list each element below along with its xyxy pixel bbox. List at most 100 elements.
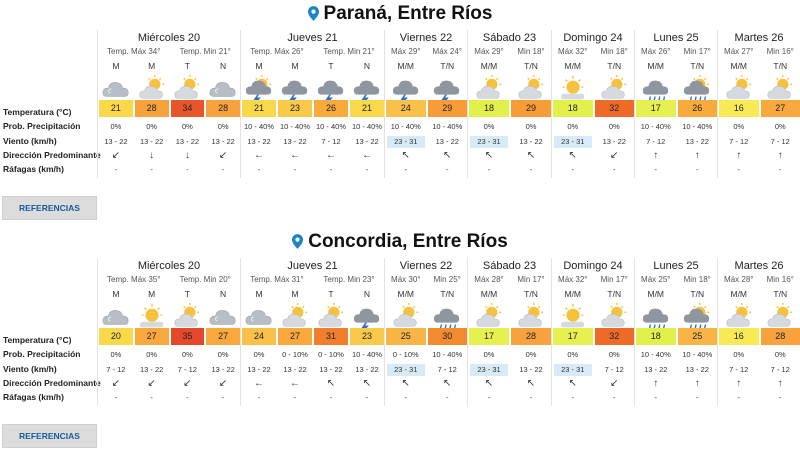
precipitation-cell: 0% [567,122,579,131]
day-column: Lunes 25 Máx 25° Min 18° M/M 18 10 - 40% 13 - … [634,258,717,406]
period-label: T/N [440,61,455,71]
day-column: Jueves 21 Temp. Máx 31° Temp. Min 23° M 24 0%… [240,258,384,406]
precipitation-cell: 0% [146,122,158,131]
precipitation-cell: 0 - 10% [318,350,344,359]
temperature-cell: 27 [760,100,800,117]
cloudy-icon [207,302,239,332]
precipitation-cell: 0% [525,122,537,131]
partly-cloudy-icon [515,74,547,104]
location-name: Concordia, Entre Ríos [308,231,508,252]
period-label: M/M [480,289,498,299]
day-column: Viernes 22 Máx 29° Máx 24° M/M 24 10 - 40% 23 … [384,30,467,178]
day-temp-summary: Máx 28° [474,275,504,284]
period-label: M/M [397,61,415,71]
wind-direction-arrow-icon: ↓ [184,150,190,161]
precipitation-cell: 0% [181,350,193,359]
day-name: Martes 26 [734,260,784,272]
precipitation-cell: 0 - 10% [282,350,308,359]
gust-cell: - [779,165,782,174]
location-section: Concordia, Entre Ríos Temperatura (°C) Pro… [0,228,800,450]
wind-direction-arrow-icon: ↙ [111,378,121,389]
precipitation-cell: 0% [110,122,122,131]
wind-cell: 23 - 31 [387,136,425,148]
wind-cell: 7 - 12 [604,365,624,374]
period-label: M/M [647,61,665,71]
precipitation-cell: 0% [733,350,745,359]
day-temp-summary: Min 16° [766,47,794,56]
gust-cell: - [737,165,741,174]
period-label: M [112,61,120,71]
precipitation-cell: 10 - 40% [640,350,671,359]
temperature-cell: 18 [553,100,593,117]
temperature-cell: 29 [427,100,467,117]
location-title: Paraná, Entre Ríos [0,2,800,26]
gust-cell: - [293,165,297,174]
wind-direction-arrow-icon: ↙ [183,378,192,389]
wind-direction-arrow-icon: ↙ [218,150,228,161]
wind-direction-arrow-icon: ↙ [218,378,228,389]
precipitation-cell: 0% [608,350,620,359]
period-label: T/N [690,289,705,299]
period-label: T [328,289,334,299]
sun-cloud-icon [136,302,168,332]
wind-direction-arrow-icon: ↑ [694,150,700,161]
wind-cell: 13 - 22 [355,365,379,374]
wind-direction-arrow-icon: ↑ [777,150,783,161]
day-temp-summary: Máx 27° [724,47,754,56]
wind-cell: 13 - 22 [247,365,271,374]
rain-sun-icon [681,302,713,332]
referencias-button[interactable]: REFERENCIAS [2,424,97,448]
wind-cell: 13 - 22 [435,137,459,146]
temperature-cell: 17 [469,328,509,345]
wind-cell: 13 - 22 [175,137,200,146]
day-temp-summary: Máx 26° [641,47,671,56]
wind-cell: 13 - 22 [519,137,543,146]
row-label-precipitacion: Prob. Precipitación [3,121,81,131]
sun-cloud-icon [557,302,589,332]
gust-cell: - [257,165,261,174]
day-temp-summary: Min 18° [600,47,628,56]
day-temp-summary: Min 16° [766,275,794,284]
gust-cell: - [487,393,491,402]
temperature-cell: 24 [386,100,426,117]
day-name: Sábado 23 [482,32,537,44]
day-column: Domingo 24 Máx 32° Min 17° M/M 17 0% 23 - 31 ↖ -… [551,258,634,406]
gust-cell: - [404,393,408,402]
wind-cell: 13 - 22 [602,137,626,146]
temperature-cell: 27 [278,328,312,345]
temperature-cell: 30 [427,328,467,345]
day-temp-summary: Máx 32° [558,275,588,284]
wind-cell: 7 - 12 [321,137,341,146]
wind-cell: 7 - 12 [646,137,666,146]
wind-cell: 7 - 12 [729,365,749,374]
location-pin-icon [307,4,319,21]
storm-icon [351,302,383,332]
wind-cell: 7 - 12 [437,365,457,374]
precipitation-cell: 10 - 40% [243,122,275,131]
day-column: Viernes 22 Máx 30° Min 25° M/M 25 0 - 10% 23 -… [384,258,467,406]
gust-cell: - [150,165,153,174]
temperature-cell: 28 [511,328,551,345]
gust-cell: - [221,393,225,402]
period-label: M [148,61,156,71]
wind-direction-arrow-icon: ↖ [401,150,410,161]
referencias-button[interactable]: REFERENCIAS [2,196,97,220]
day-temp-summary: Temp. Min 23° [323,275,375,284]
wind-cell: 13 - 22 [685,137,709,146]
storm-icon [279,74,311,104]
gust-cell: - [114,165,118,174]
day-temp-summary: Temp. Min 21° [179,47,231,56]
wind-direction-arrow-icon: ↙ [111,150,121,161]
day-column: Martes 26 Máx 28° Min 16° M/M 16 0% 7 - 12 ↑ - T/… [717,258,800,406]
temperature-cell: 28 [760,328,800,345]
partly-cloudy-icon [598,74,630,104]
partly-cloudy-icon [723,74,755,104]
day-column: Miércoles 20 Temp. Máx 35° Temp. Min 20° M 2… [97,258,240,406]
wind-direction-arrow-icon: ↖ [568,150,577,161]
day-temp-summary: Min 17° [600,275,628,284]
gust-cell: - [571,165,575,174]
gust-cell: - [114,393,118,402]
period-label: M [255,289,263,299]
gust-cell: - [571,393,575,402]
day-temp-summary: Min 18° [517,47,545,56]
